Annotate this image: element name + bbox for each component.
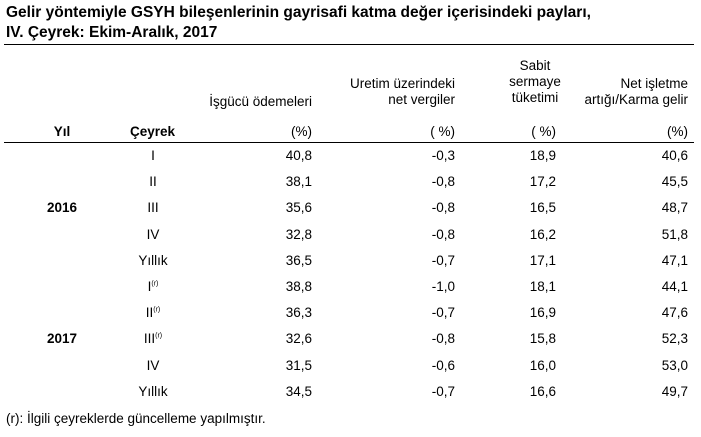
- row-ceyrek: II(r): [145, 305, 161, 321]
- title-line-1: Gelir yöntemiyle GSYH bileşenlerinin gay…: [6, 4, 591, 21]
- row-value-col1: 40,8: [285, 148, 312, 163]
- row-value-col1: 34,5: [285, 383, 312, 399]
- row-value-col1: 35,6: [285, 200, 312, 216]
- row-value-col3: 16,9: [529, 305, 556, 321]
- header-sabit-sermaye: Sabit sermaye tüketimi: [509, 58, 561, 105]
- unit-col4: (%): [667, 124, 688, 139]
- row-value-col1: 32,6: [285, 331, 312, 347]
- row-ceyrek: IV: [146, 226, 160, 242]
- revision-marker: (r): [151, 280, 159, 288]
- row-value-col1: 38,8: [285, 279, 312, 294]
- row-value-col3: 18,9: [529, 148, 556, 163]
- row-value-col3: 16,6: [529, 383, 556, 399]
- row-value-col4: 44,1: [661, 279, 688, 294]
- revision-marker: (r): [155, 332, 163, 340]
- row-value-col2: -0,8: [431, 200, 455, 216]
- header-net-isletme: Net işletme artığı/Karma gelir: [584, 76, 688, 107]
- row-ceyrek: IV: [146, 357, 160, 373]
- row-value-col3: 18,1: [529, 279, 556, 294]
- row-value-col4: 49,7: [661, 383, 688, 399]
- row-value-col2: -0,7: [431, 252, 455, 268]
- row-value-col1: 38,1: [285, 174, 312, 190]
- row-value-col3: 16,2: [529, 226, 556, 242]
- footnote: (r): İlgili çeyreklerde güncelleme yapıl…: [6, 411, 266, 426]
- row-value-col4: 51,8: [661, 226, 688, 242]
- title-line-2: IV. Çeyrek: Ekim-Aralık, 2017: [6, 24, 218, 41]
- unit-col1: (%): [291, 124, 312, 139]
- row-value-col2: -0,3: [431, 148, 455, 163]
- row-value-col2: -0,8: [431, 174, 455, 190]
- row-value-col1: 32,8: [285, 226, 312, 242]
- year-label-2017: 2017: [46, 331, 78, 346]
- row-ceyrek: II: [149, 174, 157, 190]
- revision-marker: (r): [153, 306, 161, 314]
- title-rule: [4, 44, 694, 45]
- unit-col3: ( %): [531, 124, 556, 139]
- row-value-col3: 17,2: [529, 174, 556, 190]
- row-value-col2: -0,6: [431, 357, 455, 373]
- row-ceyrek: III: [147, 200, 159, 216]
- unit-col2: ( %): [430, 124, 455, 139]
- row-value-col3: 16,5: [529, 200, 556, 216]
- row-value-col1: 36,5: [285, 252, 312, 268]
- row-ceyrek: III(r): [143, 331, 163, 347]
- row-value-col2: -0,8: [431, 226, 455, 242]
- header-yil: Yıl: [53, 124, 71, 139]
- row-value-col4: 47,1: [661, 252, 688, 268]
- row-value-col4: 47,6: [661, 305, 688, 321]
- row-value-col2: -1,0: [431, 279, 455, 294]
- row-ceyrek: I: [151, 148, 155, 163]
- row-value-col4: 52,3: [661, 331, 688, 347]
- row-value-col4: 40,6: [661, 148, 688, 163]
- row-value-col4: 48,7: [661, 200, 688, 216]
- row-value-col4: 45,5: [661, 174, 688, 190]
- row-value-col3: 17,1: [529, 252, 556, 268]
- row-value-col2: -0,7: [431, 305, 455, 321]
- header-rule: [4, 142, 694, 143]
- row-value-col3: 15,8: [529, 331, 556, 347]
- row-ceyrek: I(r): [147, 279, 159, 294]
- header-ceyrek: Çeyrek: [130, 124, 176, 139]
- table-title: Gelir yöntemiyle GSYH bileşenlerinin gay…: [6, 3, 591, 43]
- row-value-col4: 53,0: [661, 357, 688, 373]
- header-isgucu: İşgücü ödemeleri: [209, 94, 312, 109]
- year-label-2016: 2016: [46, 200, 78, 215]
- row-ceyrek: Yıllık: [138, 252, 168, 268]
- row-value-col1: 31,5: [285, 357, 312, 373]
- header-vergiler: Uretim üzerindeki net vergiler: [349, 76, 455, 107]
- row-value-col2: -0,8: [431, 331, 455, 347]
- row-ceyrek: Yıllık: [138, 383, 168, 399]
- row-value-col1: 36,3: [285, 305, 312, 321]
- row-value-col2: -0,7: [431, 383, 455, 399]
- row-value-col3: 16,0: [529, 357, 556, 373]
